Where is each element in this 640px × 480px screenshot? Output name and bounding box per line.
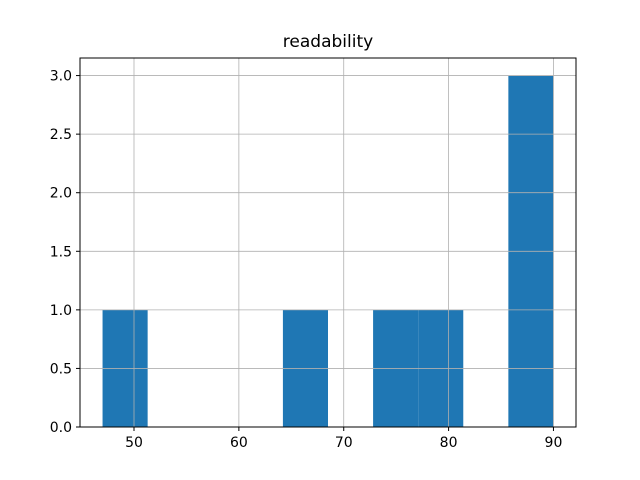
axes-spines [79, 57, 577, 428]
y-tick-label: 1.5 [50, 244, 72, 260]
y-tick-label: 0.0 [50, 420, 72, 436]
x-tick-label: 50 [125, 435, 143, 451]
x-tick-label: 80 [440, 435, 458, 451]
y-tick-label: 1.0 [50, 303, 72, 319]
y-tick-label: 2.5 [50, 127, 72, 143]
chart-title: readability [283, 32, 373, 52]
tick-label-layer: 50 60 70 80 90 0.0 0.5 1.0 1.5 2.0 2.5 3.0 [50, 69, 563, 451]
y-tick-label: 3.0 [50, 69, 72, 85]
x-tick-label: 60 [230, 435, 248, 451]
y-tick-label: 0.5 [50, 361, 72, 377]
x-tick-label: 70 [335, 435, 353, 451]
x-tick-label: 90 [545, 435, 563, 451]
axes-layer [76, 57, 577, 431]
y-tick-label: 2.0 [50, 186, 72, 202]
